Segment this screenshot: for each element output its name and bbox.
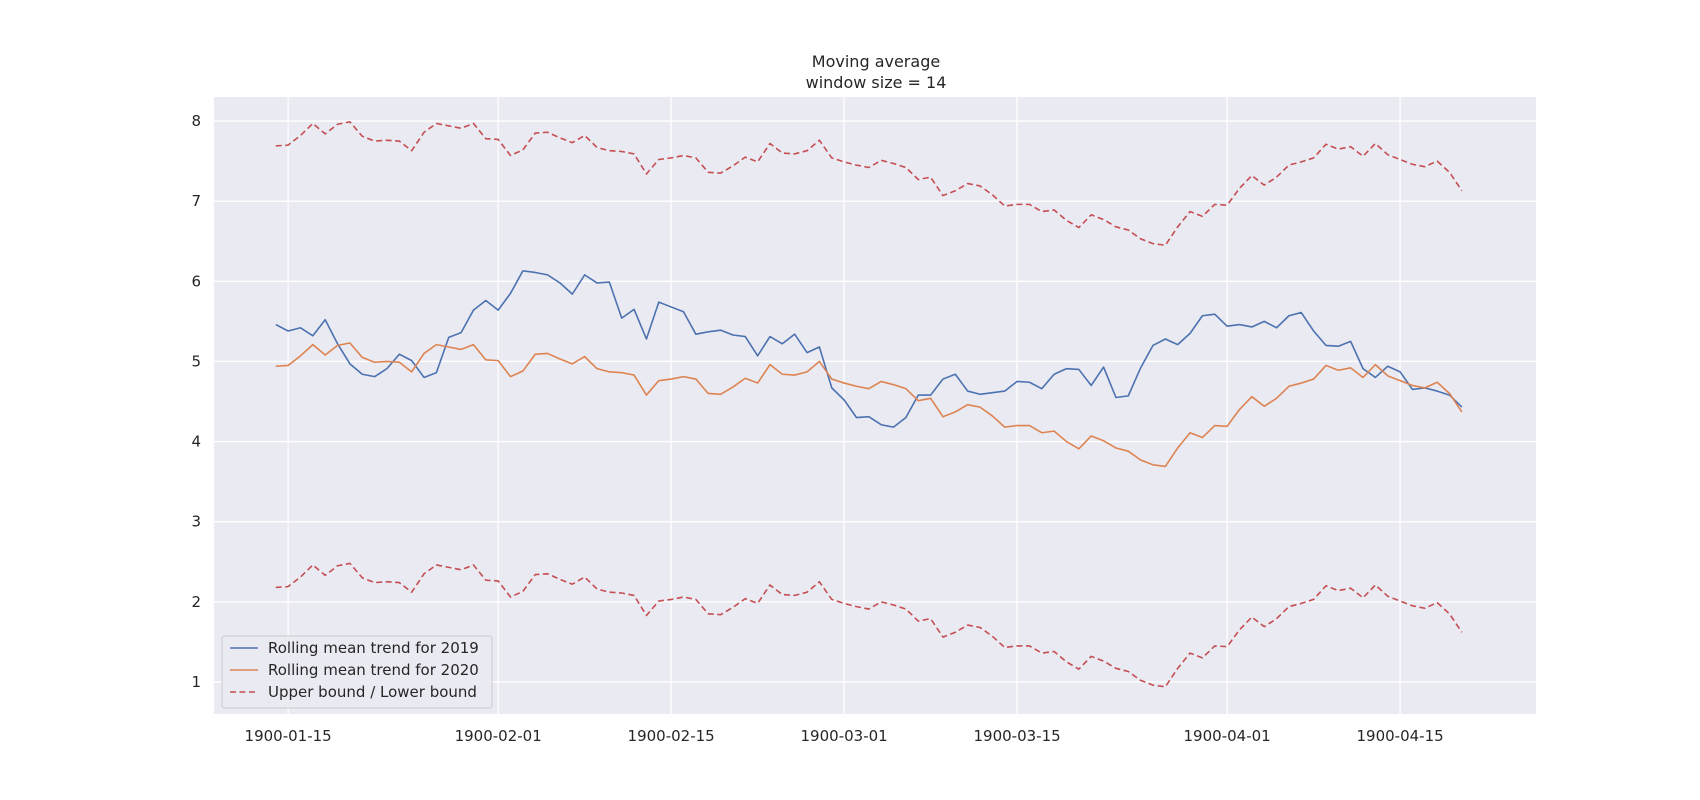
y-tick-label: 7 bbox=[191, 192, 201, 210]
legend-label: Rolling mean trend for 2019 bbox=[268, 639, 479, 657]
x-tick-label: 1900-02-01 bbox=[455, 727, 542, 745]
y-tick-label: 5 bbox=[191, 352, 201, 370]
y-tick-label: 1 bbox=[191, 673, 201, 691]
legend-box bbox=[221, 635, 493, 709]
legend-label: Upper bound / Lower bound bbox=[268, 683, 477, 701]
y-tick-label: 3 bbox=[191, 513, 201, 531]
y-tick-label: 8 bbox=[191, 112, 201, 130]
x-tick-label: 1900-04-15 bbox=[1356, 727, 1443, 745]
x-axis-ticks: 1900-01-15 1900-02-01 1900-02-15 1900-03-01… bbox=[245, 727, 1444, 745]
x-tick-label: 1900-04-01 bbox=[1184, 727, 1271, 745]
series-line-1 bbox=[275, 270, 1463, 428]
y-axis-ticks: 1 2 3 4 5 6 7 8 bbox=[191, 112, 201, 691]
series-layer bbox=[275, 121, 1463, 688]
plot-area bbox=[214, 97, 1536, 714]
upper-bound-line bbox=[275, 121, 1463, 247]
y-tick-label: 6 bbox=[191, 272, 201, 290]
grid-lines bbox=[214, 97, 1536, 714]
chart-title: Moving average bbox=[812, 52, 940, 71]
lower-bound-line bbox=[275, 562, 1463, 688]
x-tick-label: 1900-01-15 bbox=[245, 727, 332, 745]
legend-label: Rolling mean trend for 2020 bbox=[268, 661, 479, 679]
x-tick-label: 1900-03-15 bbox=[973, 727, 1060, 745]
x-tick-label: 1900-02-15 bbox=[628, 727, 715, 745]
series-line-2 bbox=[275, 342, 1463, 468]
y-tick-label: 2 bbox=[191, 593, 201, 611]
chart-subtitle: window size = 14 bbox=[806, 73, 947, 92]
legend: Rolling mean trend for 2019 Rolling mean … bbox=[221, 635, 493, 709]
x-tick-label: 1900-03-01 bbox=[801, 727, 888, 745]
y-tick-label: 4 bbox=[191, 433, 201, 451]
